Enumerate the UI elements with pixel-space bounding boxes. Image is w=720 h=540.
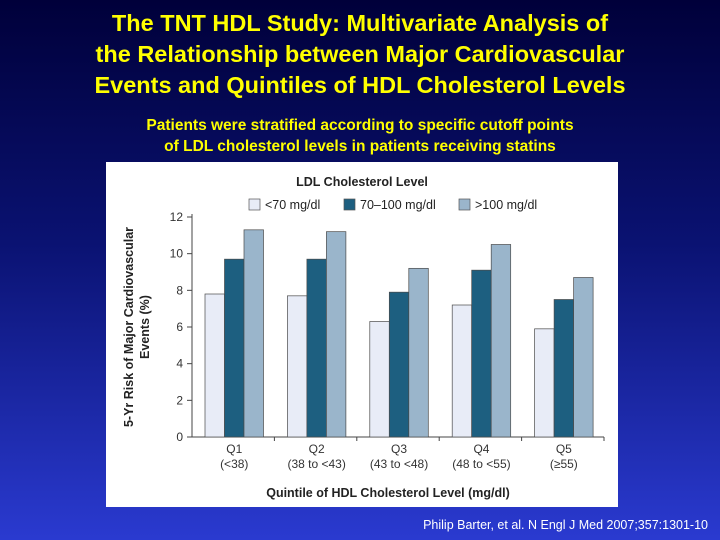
bar xyxy=(534,328,555,438)
legend-swatch xyxy=(248,198,261,211)
bar xyxy=(224,258,245,438)
bar xyxy=(408,267,429,438)
bar xyxy=(388,291,410,438)
y-tick-label: 0 xyxy=(176,430,183,444)
y-tick-label: 12 xyxy=(170,210,184,224)
bar xyxy=(451,304,473,438)
legend-label: >100 mg/dl xyxy=(475,198,537,212)
x-tick-sublabel: (≥55) xyxy=(550,457,578,471)
x-tick-sublabel: (38 to <43) xyxy=(287,457,345,471)
x-tick-sublabel: (43 to <48) xyxy=(370,457,428,471)
legend-title: LDL Cholesterol Level xyxy=(296,175,428,189)
bar xyxy=(369,321,390,438)
legend-swatch xyxy=(458,198,471,211)
chart-panel: LDL Cholesterol Level <70 mg/dl 70–100 mg/… xyxy=(106,162,618,507)
x-tick-label: Q1 xyxy=(226,442,242,456)
y-tick-label: 10 xyxy=(170,247,184,261)
bar xyxy=(471,269,492,438)
x-tick-label: Q4 xyxy=(473,442,489,456)
y-tick-label: 4 xyxy=(176,357,183,371)
x-tick-sublabel: (48 to <55) xyxy=(452,457,510,471)
citation: Philip Barter, et al. N Engl J Med 2007;… xyxy=(423,518,708,532)
bar xyxy=(243,229,264,438)
y-axis-label: 5-Yr Risk of Major Cardiovascular xyxy=(122,227,136,427)
x-axis-label: Quintile of HDL Cholesterol Level (mg/dl… xyxy=(266,486,510,500)
x-tick-label: Q5 xyxy=(556,442,572,456)
x-tick-label: Q2 xyxy=(309,442,325,456)
bar xyxy=(573,277,594,438)
subtitle-line: Patients were stratified according to sp… xyxy=(146,117,574,134)
bar xyxy=(553,299,574,438)
bar xyxy=(306,258,327,438)
bar-chart: LDL Cholesterol Level <70 mg/dl 70–100 mg/… xyxy=(122,175,605,500)
legend-swatch xyxy=(343,198,356,211)
bar xyxy=(490,244,512,438)
y-tick-label: 8 xyxy=(176,283,183,297)
title-line: Events and Quintiles of HDL Cholesterol … xyxy=(94,72,626,98)
legend-label: 70–100 mg/dl xyxy=(360,198,436,212)
title-line: the Relationship between Major Cardiovas… xyxy=(95,41,625,67)
legend-label: <70 mg/dl xyxy=(265,198,320,212)
slide-title: The TNT HDL Study: Multivariate Analysis… xyxy=(0,8,720,101)
x-tick-label: Q3 xyxy=(391,442,407,456)
bar xyxy=(287,295,308,438)
subtitle-line: of LDL cholesterol levels in patients re… xyxy=(164,138,556,155)
title-line: The TNT HDL Study: Multivariate Analysis… xyxy=(111,10,609,36)
y-tick-label: 2 xyxy=(176,393,183,407)
y-axis-label: Events (%) xyxy=(138,295,152,359)
x-tick-sublabel: (<38) xyxy=(220,457,248,471)
bar xyxy=(326,231,347,438)
y-tick-label: 6 xyxy=(176,320,183,334)
slide-subtitle: Patients were stratified according to sp… xyxy=(0,115,720,157)
bar xyxy=(204,293,225,438)
